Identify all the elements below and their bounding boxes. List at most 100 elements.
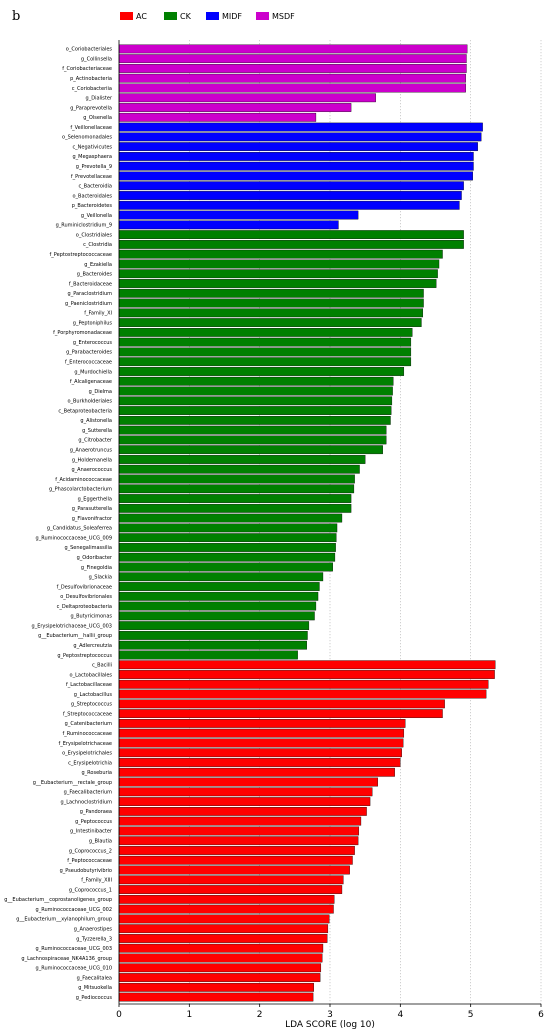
category-label: g_Blautia — [89, 839, 112, 845]
bars — [118, 44, 496, 1002]
x-axis: 0 1 2 3 4 5 6 — [116, 40, 544, 1020]
bar-f_Acidaminococcaceae — [118, 474, 355, 484]
bar-g_Flavonifractor — [118, 513, 343, 523]
bar-g_Slackia — [118, 572, 324, 582]
bar-g_Erysipelotrichaceae_UCG_003 — [118, 621, 310, 631]
category-label: g__Eubacterium__xylanophilum_group — [16, 917, 112, 923]
bar-g_Paeniclostridium — [118, 298, 424, 308]
legend-label-ck: CK — [180, 12, 192, 21]
category-label: o_Burkholderiales — [67, 399, 112, 405]
bar-g_Phascolarctobacterium — [118, 484, 355, 494]
category-label: f_Streptococcaceae — [63, 711, 112, 717]
bar-g_Collinsella — [118, 54, 467, 64]
bar-g_Peptostreptococcus — [118, 650, 298, 660]
bar-g_Megasphaera — [118, 152, 474, 161]
bar-g_Ruminococcaceae_UCG_003 — [118, 943, 324, 953]
category-label: g_Peptococcus — [75, 819, 112, 825]
category-label: g_Phascolarctobacterium — [49, 487, 112, 493]
bar-f_Porphyromonadaceae — [118, 327, 413, 337]
bar-g__Eubacterium__rectale_group — [118, 777, 379, 787]
category-label: g_Prevotella_9 — [76, 164, 112, 170]
bar-g_Streptococcus — [118, 699, 445, 709]
legend-label-msdf: MSDF — [272, 12, 295, 21]
category-label: p_Actinobacteria — [70, 76, 112, 82]
bar-f_Peptococcaceae — [118, 855, 353, 865]
panel-letter: b — [12, 9, 20, 24]
bar-g_Citrobacter — [118, 435, 387, 445]
category-label: o_Selenomonadales — [62, 135, 112, 141]
category-label: g_Bacteroides — [77, 272, 113, 278]
category-label: c_Negativicutes — [72, 144, 112, 150]
bar-c_Betaproteobacteria — [118, 406, 392, 415]
category-label: f_Ruminococcaceae — [62, 731, 112, 737]
category-label: g_Adlercreutzia — [73, 643, 112, 649]
category-label: f_Acidaminococcaceae — [55, 477, 112, 483]
bar-f_Bacteroidaceae — [118, 279, 437, 288]
category-label: g_Murdochiella — [74, 369, 112, 375]
bar-g_Faecalibacterium — [118, 787, 373, 797]
bar-g_Butyricimonas — [118, 611, 315, 621]
legend-swatch-ck — [164, 12, 177, 20]
bar-g_Veillonella — [118, 210, 359, 220]
category-label: g_Faecalitalea — [77, 975, 112, 981]
bar-o_Desulfovibrionales — [118, 591, 319, 601]
bar-f_Veillonellaceae — [118, 122, 483, 132]
category-label: g_Anaerotruncus — [70, 447, 113, 453]
x-axis-title: LDA SCORE (log 10) — [285, 1020, 375, 1030]
category-label: g_Faecalibacterium — [64, 790, 112, 796]
bar-g_Pandoraea — [118, 806, 367, 816]
bar-g_Senegalimassilia — [118, 543, 336, 552]
bar-g_Eggerthella — [118, 494, 352, 503]
category-label: f_Family_XIII — [81, 878, 112, 884]
category-label: g__Eubacterium__coprostanoligenes_group — [4, 897, 112, 903]
bar-g_Mitsuokella — [118, 982, 314, 992]
bar-c_Negativicutes — [118, 142, 478, 152]
bar-g_Lachnoclostridium — [118, 797, 371, 806]
bar-g_Murdochiella — [118, 367, 405, 376]
bar-p_Actinobacteria — [118, 73, 466, 83]
category-label: g_Streptococcus — [71, 702, 112, 708]
category-label: g_Paraclostridium — [68, 291, 113, 297]
bar-f_Prevotellaceae — [118, 171, 473, 181]
category-label: g_Pseudobutyrivibrio — [60, 868, 112, 874]
x-tick-label: 6 — [538, 1010, 544, 1020]
bar-p_Bacteroidetes — [118, 200, 460, 210]
category-label: g_Finegoldia — [81, 565, 112, 571]
category-label: g_Paraprevotella — [70, 105, 112, 111]
bar-g_Peptococcus — [118, 816, 362, 826]
bar-g_Candidatus_Soleaferrea — [118, 523, 338, 533]
bar-g_Ezakiella — [118, 259, 440, 269]
bar-g_Anaerostipes — [118, 924, 329, 934]
category-label: g_Dialister — [86, 96, 113, 102]
legend-label-midf: MIDF — [222, 12, 242, 21]
bar-g_Lachnospiraceae_NK4A136_group — [118, 953, 323, 963]
category-label: o_Desulfovibrionales — [60, 594, 112, 600]
bar-f_Coriobacteriaceae — [118, 64, 467, 73]
category-label: g_Holdemanella — [72, 457, 112, 463]
category-label: f_Alcaligenaceae — [70, 379, 112, 385]
bar-g_Catenibacterium — [118, 719, 406, 728]
x-tick-label: 2 — [257, 1010, 263, 1020]
bar-o_Burkholderiales — [118, 396, 393, 406]
bar-g_Finegoldia — [118, 562, 333, 572]
legend: AC CK MIDF MSDF — [120, 12, 295, 21]
category-label: f_Erysipelotrichaceae — [59, 741, 112, 747]
category-label: f_Porphyromonadaceae — [53, 330, 112, 336]
category-label: c_Deltaproteobacteria — [57, 604, 112, 610]
category-label: g_Lachnospiraceae_NK4A136_group — [21, 956, 112, 962]
category-label: g_Tyzzerella_3 — [76, 936, 112, 942]
bar-c_Bacilli — [118, 660, 496, 670]
bar-f_Peptostreptococcaceae — [118, 249, 443, 259]
bar-g_Olsenella — [118, 112, 317, 122]
category-labels: o_Coriobacteriales g_Collinsella f_Corioba… — [4, 47, 113, 1001]
x-tick-label: 0 — [116, 1010, 122, 1020]
category-label: g_Mitsuokella — [78, 985, 112, 991]
category-label: g_Sutterella — [82, 428, 112, 434]
bar-g__Eubacterium__coprostanoligenes_group — [118, 894, 335, 904]
bar-g_Prevotella_9 — [118, 161, 474, 171]
bar-g_Sutterella — [118, 425, 387, 435]
category-label: f_Bacteroidaceae — [69, 281, 112, 287]
category-label: c_Bacilli — [92, 663, 112, 669]
bar-g_Dielma — [118, 386, 393, 396]
